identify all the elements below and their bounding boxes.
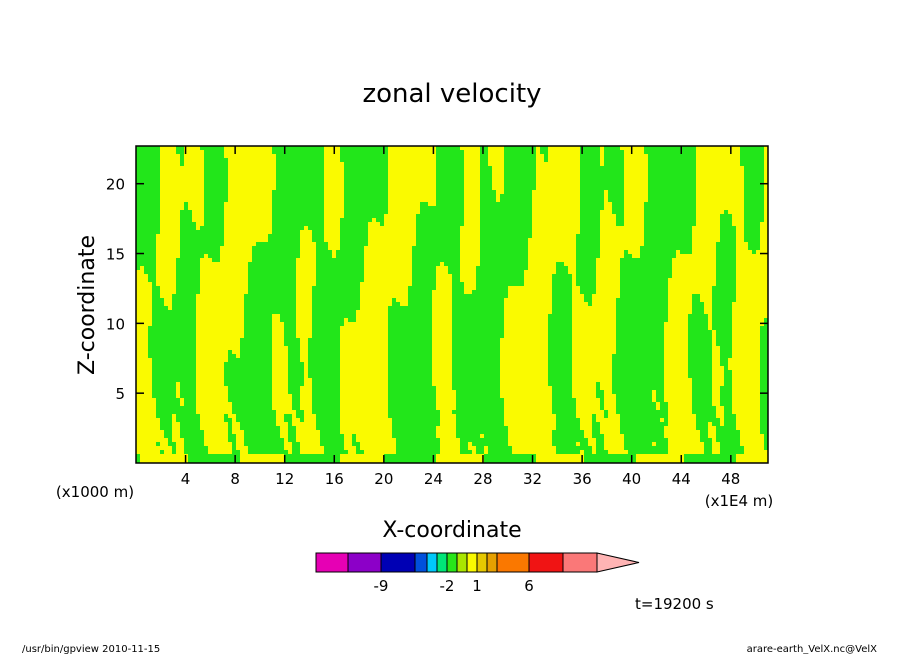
x-tick-label: 32 — [523, 470, 542, 488]
field-positive-region — [136, 146, 768, 463]
colorbar-tick-label: -9 — [374, 577, 389, 595]
y-tick-label: 5 — [115, 385, 125, 403]
x-tick-label: 36 — [573, 470, 592, 488]
x-tick-label: 40 — [622, 470, 641, 488]
x-tick-label: 8 — [230, 470, 240, 488]
colorbar-box — [426, 552, 438, 573]
y-tick-label: 20 — [106, 176, 125, 194]
colorbar: -9 -2 1 6 — [315, 552, 640, 595]
colorbar-box — [476, 552, 488, 573]
y-axis-title: Z-coordinate — [75, 235, 100, 375]
colorbar-box — [466, 552, 478, 573]
colorbar-tick-label: 6 — [524, 577, 534, 595]
chart-title: zonal velocity — [362, 79, 541, 109]
colorbar-box — [315, 552, 349, 573]
x-tick-label: 44 — [672, 470, 691, 488]
x-axis-title: X-coordinate — [382, 518, 521, 543]
y-axis: 5 10 15 20 — [106, 176, 768, 403]
colorbar-box — [456, 552, 468, 573]
x-tick-label: 12 — [275, 470, 294, 488]
colorbar-box — [528, 552, 564, 573]
colorbar-box — [414, 552, 428, 573]
x-tick-label: 20 — [374, 470, 393, 488]
x-tick-label: 16 — [325, 470, 344, 488]
colorbar-box — [486, 552, 498, 573]
y-tick-label: 15 — [106, 246, 125, 264]
x-tick-label: 28 — [473, 470, 492, 488]
footer-right: arare-earth_VelX.nc@VelX — [747, 644, 878, 654]
y-unit-label: (x1000 m) — [56, 483, 134, 501]
colorbar-box — [496, 552, 530, 573]
x-tick-label: 24 — [424, 470, 443, 488]
colorbar-tick-label: 1 — [472, 577, 482, 595]
plot-area — [136, 146, 768, 463]
colorbar-tick-label: -2 — [440, 577, 455, 595]
time-label: t=19200 s — [635, 595, 714, 613]
y-tick-label: 10 — [106, 315, 125, 333]
colorbar-box — [380, 552, 416, 573]
colorbar-box — [347, 552, 382, 573]
x-unit-label: (x1E4 m) — [705, 492, 774, 510]
x-axis: 4 8 12 16 20 24 28 32 36 40 44 48 — [181, 146, 740, 488]
plot-frame — [135, 145, 769, 464]
colorbar-box — [562, 552, 598, 573]
footer-left: /usr/bin/gpview 2010-11-15 — [22, 644, 160, 654]
x-tick-label: 48 — [721, 470, 740, 488]
colorbar-box — [446, 552, 458, 573]
colorbar-arrow — [596, 552, 640, 573]
x-tick-label: 4 — [181, 470, 191, 488]
colorbar-box — [436, 552, 448, 573]
